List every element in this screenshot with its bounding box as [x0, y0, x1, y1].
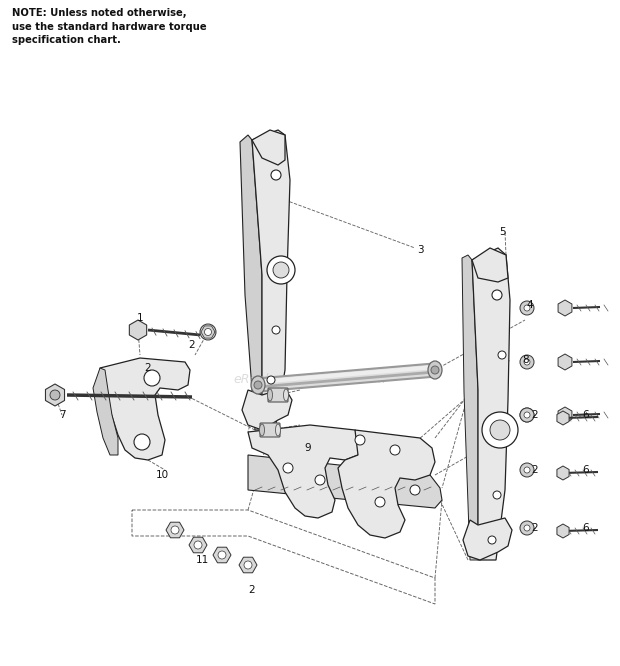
Polygon shape	[463, 518, 512, 560]
Circle shape	[50, 390, 60, 400]
Polygon shape	[130, 320, 147, 340]
Circle shape	[488, 536, 496, 544]
Circle shape	[200, 324, 216, 340]
Circle shape	[498, 351, 506, 359]
Circle shape	[520, 355, 534, 369]
Polygon shape	[189, 537, 207, 553]
Circle shape	[490, 420, 510, 440]
FancyBboxPatch shape	[268, 388, 288, 402]
Polygon shape	[338, 430, 435, 538]
Circle shape	[283, 463, 293, 473]
Polygon shape	[252, 130, 285, 165]
Text: 2: 2	[188, 340, 195, 350]
Polygon shape	[557, 524, 569, 538]
Circle shape	[144, 370, 160, 386]
Circle shape	[272, 326, 280, 334]
Text: eReplacementParts.com: eReplacementParts.com	[234, 374, 386, 386]
Circle shape	[431, 366, 439, 374]
Polygon shape	[213, 547, 231, 563]
Polygon shape	[248, 425, 362, 518]
Text: 9: 9	[304, 443, 311, 453]
Circle shape	[315, 475, 325, 485]
FancyBboxPatch shape	[260, 423, 280, 437]
Text: 2: 2	[532, 523, 538, 533]
Polygon shape	[248, 455, 442, 508]
Text: 2: 2	[144, 363, 151, 373]
Polygon shape	[166, 522, 184, 537]
Text: 6: 6	[583, 410, 590, 420]
Text: 3: 3	[417, 245, 423, 255]
Text: 5: 5	[498, 227, 505, 237]
Circle shape	[524, 305, 530, 311]
Text: 8: 8	[523, 355, 529, 365]
Polygon shape	[557, 466, 569, 480]
Circle shape	[520, 463, 534, 477]
Polygon shape	[242, 388, 292, 430]
Polygon shape	[558, 354, 572, 370]
Circle shape	[355, 435, 365, 445]
Polygon shape	[45, 384, 64, 406]
Polygon shape	[240, 135, 262, 430]
Circle shape	[524, 359, 530, 365]
Circle shape	[375, 497, 385, 507]
Text: 10: 10	[156, 470, 169, 480]
Ellipse shape	[267, 389, 273, 401]
Circle shape	[492, 290, 502, 300]
Text: 1: 1	[136, 313, 143, 323]
Polygon shape	[462, 255, 478, 560]
Polygon shape	[472, 248, 510, 560]
Circle shape	[218, 551, 226, 559]
Circle shape	[524, 467, 530, 473]
Circle shape	[520, 408, 534, 422]
Ellipse shape	[283, 389, 288, 401]
Circle shape	[520, 408, 534, 422]
Circle shape	[524, 412, 530, 418]
Circle shape	[273, 262, 289, 278]
Polygon shape	[558, 300, 572, 316]
Polygon shape	[557, 411, 569, 425]
Polygon shape	[252, 130, 290, 430]
Text: 6: 6	[583, 465, 590, 475]
Circle shape	[205, 328, 211, 336]
Polygon shape	[239, 557, 257, 573]
Text: 7: 7	[59, 410, 65, 420]
Polygon shape	[100, 358, 190, 460]
Circle shape	[390, 445, 400, 455]
Circle shape	[271, 170, 281, 180]
Circle shape	[244, 561, 252, 569]
Circle shape	[524, 525, 530, 531]
Circle shape	[267, 376, 275, 384]
Polygon shape	[558, 407, 572, 423]
Circle shape	[493, 491, 501, 499]
Text: 6: 6	[583, 523, 590, 533]
Circle shape	[520, 521, 534, 535]
Circle shape	[524, 412, 530, 418]
Circle shape	[520, 301, 534, 315]
Circle shape	[254, 381, 262, 389]
Text: NOTE: Unless noted otherwise,
use the standard hardware torque
specification cha: NOTE: Unless noted otherwise, use the st…	[12, 8, 206, 45]
Ellipse shape	[251, 376, 265, 394]
Text: 4: 4	[526, 300, 533, 310]
Circle shape	[267, 256, 295, 284]
Ellipse shape	[260, 424, 265, 436]
Circle shape	[171, 526, 179, 534]
Polygon shape	[93, 368, 118, 455]
Text: 2: 2	[532, 410, 538, 420]
Ellipse shape	[428, 361, 442, 379]
Circle shape	[410, 485, 420, 495]
Ellipse shape	[275, 424, 280, 436]
Circle shape	[482, 412, 518, 448]
Circle shape	[194, 541, 202, 549]
Text: 2: 2	[532, 465, 538, 475]
Circle shape	[134, 434, 150, 450]
Polygon shape	[472, 248, 508, 282]
Text: 2: 2	[249, 585, 255, 595]
Text: 11: 11	[195, 555, 208, 565]
